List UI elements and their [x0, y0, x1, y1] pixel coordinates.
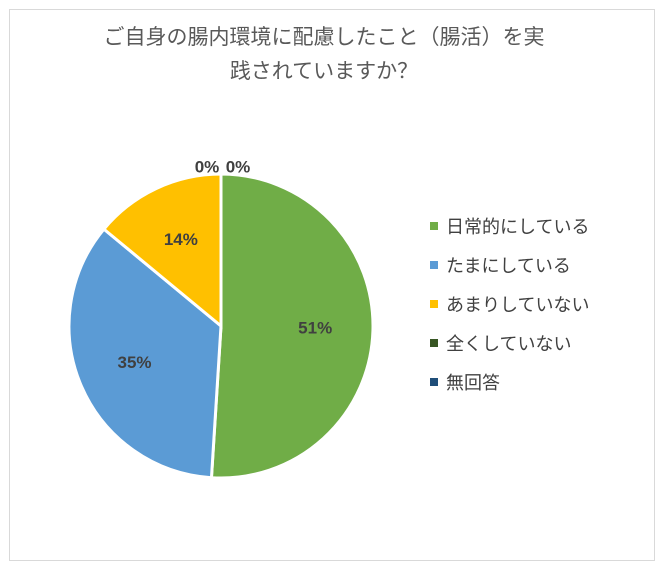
chart-legend: 日常的にしている たまにしている あまりしていない 全くしていない 無回答	[430, 206, 589, 401]
legend-item-sometimes: たまにしている	[430, 245, 589, 284]
data-label-never: 0%	[195, 157, 220, 176]
legend-label-sometimes: たまにしている	[446, 255, 571, 277]
legend-label-rarely: あまりしていない	[446, 294, 590, 316]
legend-item-no-answer: 無回答	[430, 362, 589, 401]
chart-title: ご自身の腸内環境に配慮したこと（腸活）を実 践されていますか？	[40, 20, 608, 88]
data-label-sometimes: 35%	[117, 353, 151, 372]
legend-label-daily: 日常的にしている	[446, 216, 590, 238]
pie-slice-daily	[209, 172, 375, 480]
chart-title-line-2: 践されていますか？	[229, 59, 419, 83]
chart-title-line-1: ご自身の腸内環境に配慮したこと（腸活）を実	[103, 25, 545, 49]
pie-slice-sometimes	[67, 226, 223, 480]
legend-marker-daily	[430, 221, 438, 230]
data-label-daily: 51%	[298, 318, 332, 337]
pie-data-labels: 51% 35% 14% 0% 0%	[117, 157, 332, 371]
data-label-rarely: 14%	[164, 230, 198, 249]
legend-item-daily: 日常的にしている	[430, 206, 589, 245]
legend-marker-sometimes	[430, 260, 438, 269]
legend-item-never: 全くしていない	[430, 323, 589, 362]
data-label-no-answer: 0%	[226, 157, 251, 176]
legend-label-never: 全くしていない	[446, 333, 572, 355]
legend-marker-never	[430, 338, 438, 347]
legend-label-no-answer: 無回答	[446, 372, 500, 394]
pie-slices	[67, 172, 375, 480]
legend-item-rarely: あまりしていない	[430, 284, 589, 323]
pie-slice-rarely	[101, 172, 223, 330]
legend-marker-rarely	[430, 299, 438, 308]
legend-marker-no-answer	[430, 377, 438, 386]
